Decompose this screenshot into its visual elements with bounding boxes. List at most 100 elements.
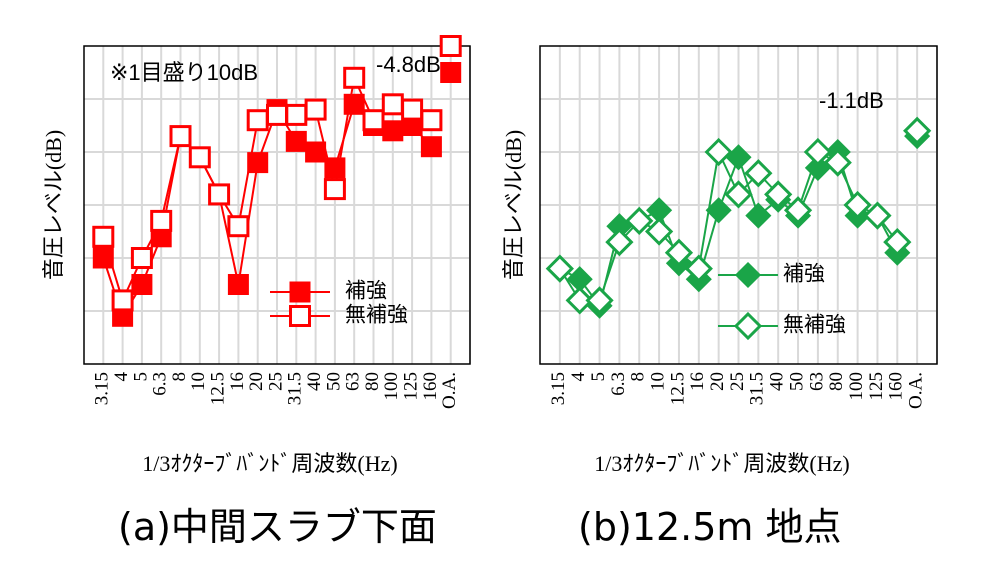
legend-marker [289, 305, 311, 327]
data-point-reinforced [440, 62, 462, 83]
data-point-unreinforced [903, 116, 932, 145]
x-tick-label: 20 [246, 372, 267, 391]
data-point-unreinforced [605, 227, 634, 257]
data-point-unreinforced [764, 180, 793, 209]
data-point-unreinforced [420, 109, 443, 132]
data-point-reinforced [324, 157, 346, 179]
x-tick-label: 125 [866, 372, 887, 401]
data-point-reinforced [285, 130, 307, 152]
y-axis-label: 音圧レベル(dB) [501, 130, 526, 280]
legend-label: 補強 [783, 263, 825, 286]
x-tick-label: 16 [687, 372, 708, 391]
legend-label: 無補強 [345, 304, 408, 327]
data-point-unreinforced [565, 286, 594, 315]
chart-b-caption: (b)12.5m 地点 [578, 505, 842, 549]
legend-marker [289, 281, 311, 303]
x-tick-label: 8 [628, 372, 649, 382]
x-tick-label: 10 [188, 372, 209, 391]
data-point-reinforced [705, 197, 732, 224]
data-point-unreinforced [783, 196, 813, 225]
data-point-unreinforced [92, 225, 115, 248]
x-tick-label: 100 [846, 372, 867, 401]
data-point-reinforced [725, 144, 752, 171]
data-point-unreinforced [664, 238, 694, 267]
scale-note: ※1目盛り10dB [110, 60, 258, 85]
data-point-reinforced [247, 152, 269, 174]
x-tick-label: 40 [767, 372, 788, 391]
plot-area-border [539, 45, 938, 365]
x-tick-label: 10 [647, 372, 668, 391]
data-point-unreinforced [208, 183, 231, 206]
data-point-unreinforced [439, 35, 462, 57]
data-point-unreinforced [169, 125, 192, 148]
data-point-unreinforced [304, 98, 327, 121]
chart-b: 3.15456.381012.516202531.540506380100125… [501, 45, 938, 476]
legend-marker [734, 261, 762, 289]
x-tick-label: 3.15 [548, 372, 569, 405]
x-tick-label: 25 [727, 372, 748, 391]
legend-label: 補強 [345, 280, 387, 303]
data-point-unreinforced [111, 289, 134, 312]
data-point-unreinforced [545, 254, 574, 283]
x-tick-label: 50 [323, 372, 344, 391]
data-point-unreinforced [130, 247, 153, 269]
data-point-unreinforced [704, 137, 733, 167]
data-point-reinforced [131, 274, 153, 295]
x-tick-label: O.A. [906, 372, 927, 409]
data-point-unreinforced [744, 159, 773, 188]
x-tick-label: 6.3 [150, 372, 171, 396]
x-tick-label: 125 [400, 372, 421, 401]
x-tick-label: 12.5 [667, 372, 688, 405]
x-tick-label: 100 [381, 372, 402, 401]
x-axis-label: 1/3ｵｸﾀｰﾌﾞﾊﾞﾝﾄﾞ周波数(Hz) [594, 451, 849, 476]
data-point-unreinforced [343, 66, 366, 89]
x-tick-label: 80 [826, 372, 847, 391]
data-point-unreinforced [246, 109, 269, 132]
x-tick-label: 5 [588, 372, 609, 382]
x-tick-label: 12.5 [207, 372, 228, 405]
data-point-unreinforced [362, 109, 385, 132]
data-point-reinforced [343, 93, 365, 115]
x-tick-label: 160 [420, 372, 441, 401]
data-point-reinforced [420, 136, 442, 158]
x-tick-label: 31.5 [285, 372, 306, 405]
plot-area-border [83, 45, 471, 365]
x-tick-label: 40 [304, 372, 325, 391]
data-point-unreinforced [863, 201, 892, 230]
data-point-unreinforced [227, 215, 250, 238]
x-tick-label: O.A. [439, 372, 460, 409]
data-point-unreinforced [285, 103, 308, 126]
data-point-unreinforced [644, 217, 674, 246]
data-point-unreinforced [401, 98, 424, 121]
data-point-reinforced [92, 247, 114, 269]
x-axis-label: 1/3ｵｸﾀｰﾌﾞﾊﾞﾝﾄﾞ周波数(Hz) [142, 451, 397, 476]
x-tick-label: 6.3 [608, 372, 629, 396]
x-tick-label: 4 [111, 372, 132, 382]
x-tick-label: 8 [169, 372, 190, 382]
x-tick-label: 3.15 [92, 372, 113, 405]
data-point-reinforced [382, 120, 404, 142]
chart-a: 3.15456.381012.516202531.540506380100125… [41, 35, 471, 476]
data-point-unreinforced [266, 103, 288, 126]
data-point-reinforced [227, 274, 249, 295]
x-tick-label: 4 [568, 372, 589, 382]
data-point-unreinforced [684, 254, 713, 283]
data-point-reinforced [745, 202, 772, 229]
x-tick-label: 20 [707, 372, 728, 391]
x-tick-label: 50 [786, 372, 807, 391]
x-tick-label: 31.5 [747, 372, 768, 405]
y-axis-label: 音圧レベル(dB) [41, 130, 66, 280]
x-tick-label: 16 [227, 372, 248, 391]
data-point-unreinforced [803, 137, 833, 167]
data-point-unreinforced [381, 93, 404, 116]
data-point-unreinforced [585, 286, 614, 315]
data-point-reinforced [305, 141, 327, 163]
legend-marker [733, 311, 763, 341]
x-tick-label: 25 [265, 372, 286, 391]
x-tick-label: 5 [130, 372, 151, 382]
data-point-unreinforced [823, 148, 852, 177]
data-point-unreinforced [843, 190, 872, 220]
data-point-unreinforced [188, 146, 211, 169]
difference-annotation: -4.8dB [376, 52, 441, 77]
